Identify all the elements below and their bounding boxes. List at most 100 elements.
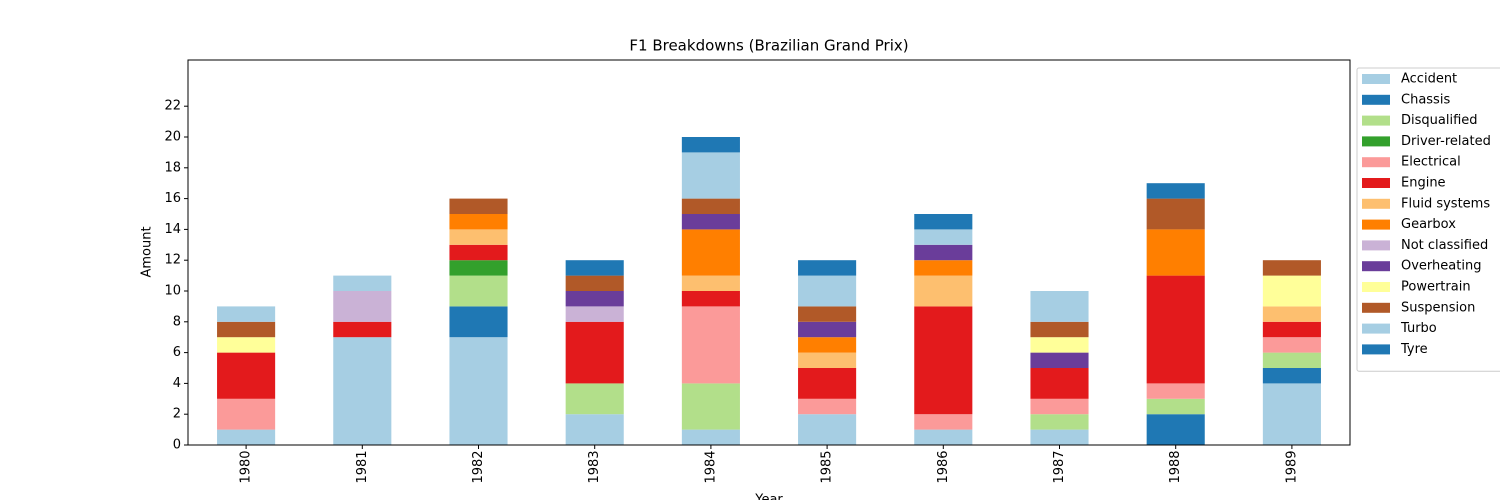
legend-swatch [1362,282,1390,292]
bar-segment [914,244,973,261]
legend-label: Tyre [1400,342,1428,357]
legend-swatch [1362,178,1390,188]
y-tick-label: 6 [173,345,181,360]
bar-segment [1030,337,1089,353]
bar-segment [333,321,392,338]
legend-label: Chassis [1401,92,1450,107]
bar-segment [1030,291,1089,322]
y-tick-label: 2 [173,407,181,422]
bar-segment [333,291,392,322]
legend-swatch [1362,74,1390,84]
y-tick-label: 0 [173,438,181,453]
bar-segment [333,337,392,445]
bar-segment [798,260,857,276]
bar-segment [333,275,392,291]
bar-segment [1262,260,1321,276]
legend-label: Powertrain [1401,280,1471,295]
legend-swatch [1362,323,1390,334]
bar-segment [1262,352,1321,368]
legend-label: Not classified [1401,238,1488,253]
legend-label: Suspension [1401,300,1475,315]
legend-label: Fluid systems [1401,196,1490,211]
bar-segment [798,275,857,307]
legend-box [1356,67,1500,372]
bar-segment [798,414,857,445]
bar-segment [217,398,276,430]
bar-segment [565,275,624,291]
bar-segment [1146,229,1205,276]
plot-frame [187,59,1351,446]
x-tick-label: 1986 [936,450,951,483]
x-tick-label: 1981 [355,450,370,483]
bar-segment [1030,368,1089,399]
bar-segment [681,383,740,430]
bar-segment [798,337,857,353]
x-axis-label: Year [754,493,783,500]
bar-segment [565,414,624,445]
x-tick-label: 1980 [239,450,254,483]
y-tick-label: 20 [164,130,181,145]
bar-segment [449,275,508,307]
bar-segment [798,398,857,415]
x-tick-label: 1987 [1052,450,1067,483]
bar-segment [681,152,740,199]
bar-segment [681,429,740,445]
legend-swatch [1362,157,1390,168]
y-tick-label: 16 [164,191,181,206]
x-tick-label: 1984 [703,450,718,483]
bar-segment [1262,275,1321,307]
bar-segment [1030,321,1089,338]
legend-swatch [1362,240,1390,251]
legend-swatch [1362,115,1390,126]
bar-segment [914,306,973,415]
bar-segment [798,321,857,338]
x-tick-label: 1989 [1284,450,1299,483]
bar-segment [798,306,857,322]
chart-title: F1 Breakdowns (Brazilian Grand Prix) [629,37,908,55]
legend-swatch [1362,344,1390,355]
bar-segment [1262,383,1321,445]
legend-label: Electrical [1401,155,1461,170]
bar-segment [681,306,740,384]
bar-segment [1146,183,1205,199]
legend-label: Accident [1401,72,1457,87]
legend-label: Gearbox [1401,217,1456,232]
bar-segment [1030,352,1089,368]
bar-segment [1030,414,1089,430]
x-tick-label: 1982 [471,450,486,483]
bar-segment [565,260,624,276]
bar-segment [1030,429,1089,445]
bar-segment [798,352,857,368]
legend-label: Disqualified [1401,113,1478,128]
bar-segment [914,275,973,307]
bar-segment [681,198,740,214]
y-axis-label: Amount [140,226,155,277]
bar-segment [1146,275,1205,384]
bar-segment [914,229,973,245]
bar-segment [565,383,624,415]
legend-swatch [1362,198,1390,209]
y-tick-label: 18 [164,160,181,175]
bar-segment [449,214,508,230]
legend-swatch [1362,94,1390,105]
bar-segment [1146,414,1205,445]
bar-segment [681,291,740,307]
bar-segment [449,244,508,261]
bar-segment [681,137,740,153]
legend-label: Engine [1401,176,1446,191]
legend-label: Overheating [1401,259,1481,274]
bar-segment [1262,321,1321,338]
y-tick-label: 22 [164,99,181,114]
bar-segment [449,198,508,214]
bar-segment [217,352,276,399]
legend-swatch [1362,219,1390,230]
bar-segment [1146,398,1205,415]
bar-segment [914,429,973,445]
bar-segment [217,306,276,322]
bar-segment [565,306,624,322]
bar-segment [914,414,973,430]
bar-segment [217,321,276,338]
y-tick-label: 12 [164,253,181,268]
bar-segment [1262,368,1321,384]
legend-swatch [1362,302,1390,313]
